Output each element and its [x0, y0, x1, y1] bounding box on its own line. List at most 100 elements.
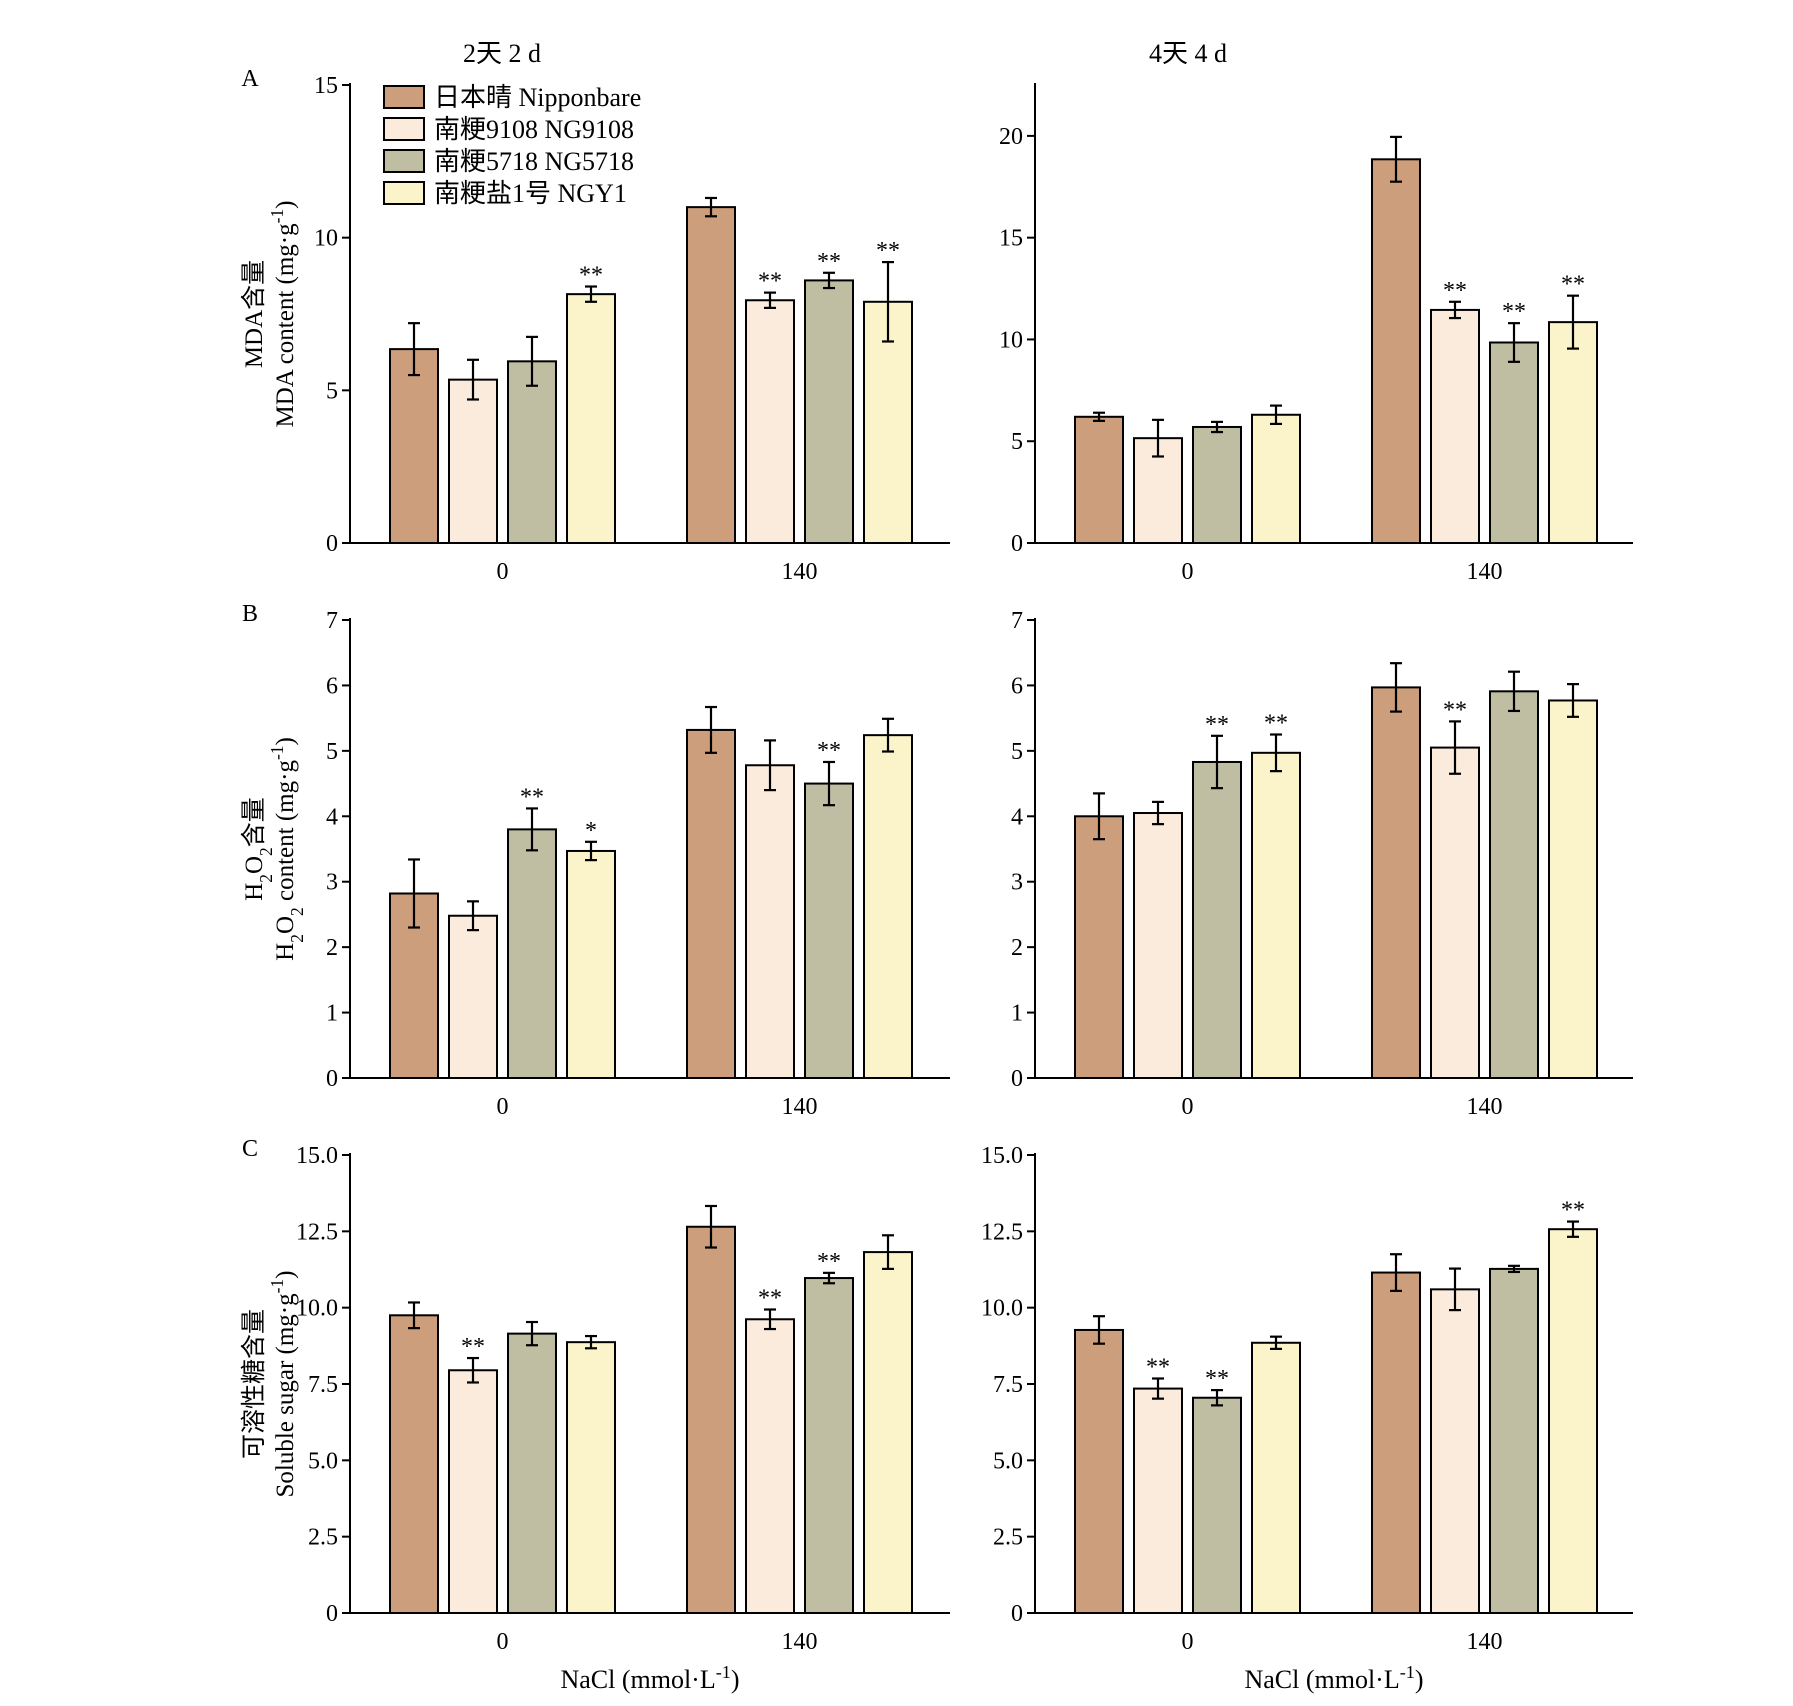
bar: [863, 734, 913, 1079]
significance-mark: **: [817, 249, 841, 275]
bar: [745, 764, 795, 1079]
significance-mark: **: [1205, 1366, 1229, 1392]
bar: [1548, 699, 1598, 1080]
y-tick-label: 15.0: [296, 1143, 338, 1169]
y-axis-title-cn: MDA含量: [240, 260, 268, 368]
error-bar: [1093, 411, 1105, 422]
error-bar: [526, 807, 538, 852]
y-tick-label: 5.0: [308, 1448, 338, 1474]
y-tick-label: 6: [326, 673, 338, 699]
x-axis-title: NaCl (mmol·L-1): [1244, 1662, 1423, 1694]
bar: [804, 782, 854, 1079]
y-tick-label: 0: [1011, 1601, 1023, 1627]
legend-label: 南粳9108 NG9108: [434, 115, 634, 144]
significance-mark: **: [1561, 1198, 1585, 1224]
y-tick-label: 2: [326, 935, 338, 961]
bar: [1371, 1271, 1421, 1614]
bar: [1489, 341, 1539, 544]
bar: [566, 1341, 616, 1614]
error-bar: [823, 271, 835, 290]
y-tick-label: 1: [326, 1001, 338, 1027]
panel-2-2: 0 1 2 3 4 5 6 7 ** ** ** 0 140: [1011, 608, 1633, 1120]
bar: [1133, 1387, 1183, 1614]
category-label: 140: [782, 559, 818, 585]
y-tick-label: 1: [1011, 1001, 1023, 1027]
column-title-4d: 4天 4 d: [1149, 39, 1227, 68]
y-tick-label: 12.5: [296, 1219, 338, 1245]
significance-mark: **: [817, 738, 841, 764]
error-bar: [764, 291, 776, 309]
y-tick-label: 4: [326, 804, 338, 830]
significance-mark: **: [1561, 272, 1585, 298]
error-bar: [467, 358, 479, 401]
error-bar: [1270, 733, 1282, 773]
category-label: 140: [782, 1094, 818, 1120]
bar: [1251, 1341, 1301, 1615]
y-tick-label: 5.0: [993, 1448, 1023, 1474]
y-tick-label: 6: [1011, 673, 1023, 699]
y-tick-label: 7: [1011, 608, 1023, 634]
bar: [804, 279, 854, 544]
panel-letter: B: [242, 601, 258, 627]
legend-label: 南粳盐1号 NGY1: [434, 179, 627, 208]
error-bar: [408, 1301, 420, 1330]
legend-item: 南粳盐1号 NGY1: [383, 179, 627, 208]
error-bar: [1508, 670, 1520, 713]
error-bar: [1152, 800, 1164, 826]
error-bar: [882, 717, 894, 753]
error-bar: [1449, 720, 1461, 775]
category-label: 140: [1467, 1094, 1503, 1120]
error-bar: [1152, 1377, 1164, 1400]
error-bar: [1093, 1315, 1105, 1345]
error-bar: [526, 1320, 538, 1347]
error-bar: [1211, 734, 1223, 790]
bar: [1192, 1396, 1242, 1614]
bar: [686, 206, 736, 544]
bar: [1489, 690, 1539, 1079]
error-bar: [882, 260, 894, 343]
y-tick-label: 2.5: [993, 1525, 1023, 1551]
bar: [804, 1277, 854, 1614]
bar: [1371, 158, 1421, 544]
legend: 日本晴 Nipponbare 南粳9108 NG9108 南粳5718 NG5718…: [383, 83, 641, 208]
error-bar: [408, 322, 420, 377]
error-bar: [585, 840, 597, 862]
error-bar: [1270, 1335, 1282, 1350]
significance-mark: **: [1443, 697, 1467, 723]
bar: [1371, 686, 1421, 1079]
y-tick-label: 20: [999, 124, 1023, 150]
y-axis-title-en: H2O2 content (mg·g-1): [267, 737, 307, 961]
significance-mark: **: [758, 269, 782, 295]
bar: [686, 728, 736, 1079]
y-tick-label: 3: [1011, 870, 1023, 896]
error-bar: [1390, 662, 1402, 713]
y-tick-label: 5: [1011, 429, 1023, 455]
bar: [566, 849, 616, 1079]
significance-mark: **: [1264, 711, 1288, 737]
y-tick-label: 0: [1011, 1066, 1023, 1092]
legend-swatch: [383, 149, 425, 173]
bar: [389, 348, 439, 545]
significance-mark: **: [876, 238, 900, 264]
bar: [1192, 760, 1242, 1079]
y-tick-label: 15.0: [981, 1143, 1023, 1169]
category-label: 140: [782, 1629, 818, 1655]
error-bar: [1567, 683, 1579, 718]
error-bar: [1449, 300, 1461, 320]
error-bar: [1567, 294, 1579, 350]
bar: [448, 1369, 498, 1615]
bar: [507, 360, 557, 544]
significance-mark: **: [758, 1285, 782, 1311]
y-tick-label: 15: [999, 226, 1023, 252]
legend-swatch: [383, 181, 425, 205]
y-tick-label: 4: [1011, 804, 1023, 830]
bar: [1430, 746, 1480, 1079]
error-bar: [1508, 322, 1520, 363]
bar: [1548, 1228, 1598, 1615]
error-bar: [882, 1234, 894, 1270]
panel-3-2: 0 2.5 5.0 7.5 10.0 12.5 15.0 ** ** ** 0 140 NaCl (mm…: [981, 1143, 1633, 1694]
y-axis-title-en: Soluble sugar (mg·g-1): [267, 1270, 299, 1497]
y-tick-label: 7.5: [308, 1372, 338, 1398]
